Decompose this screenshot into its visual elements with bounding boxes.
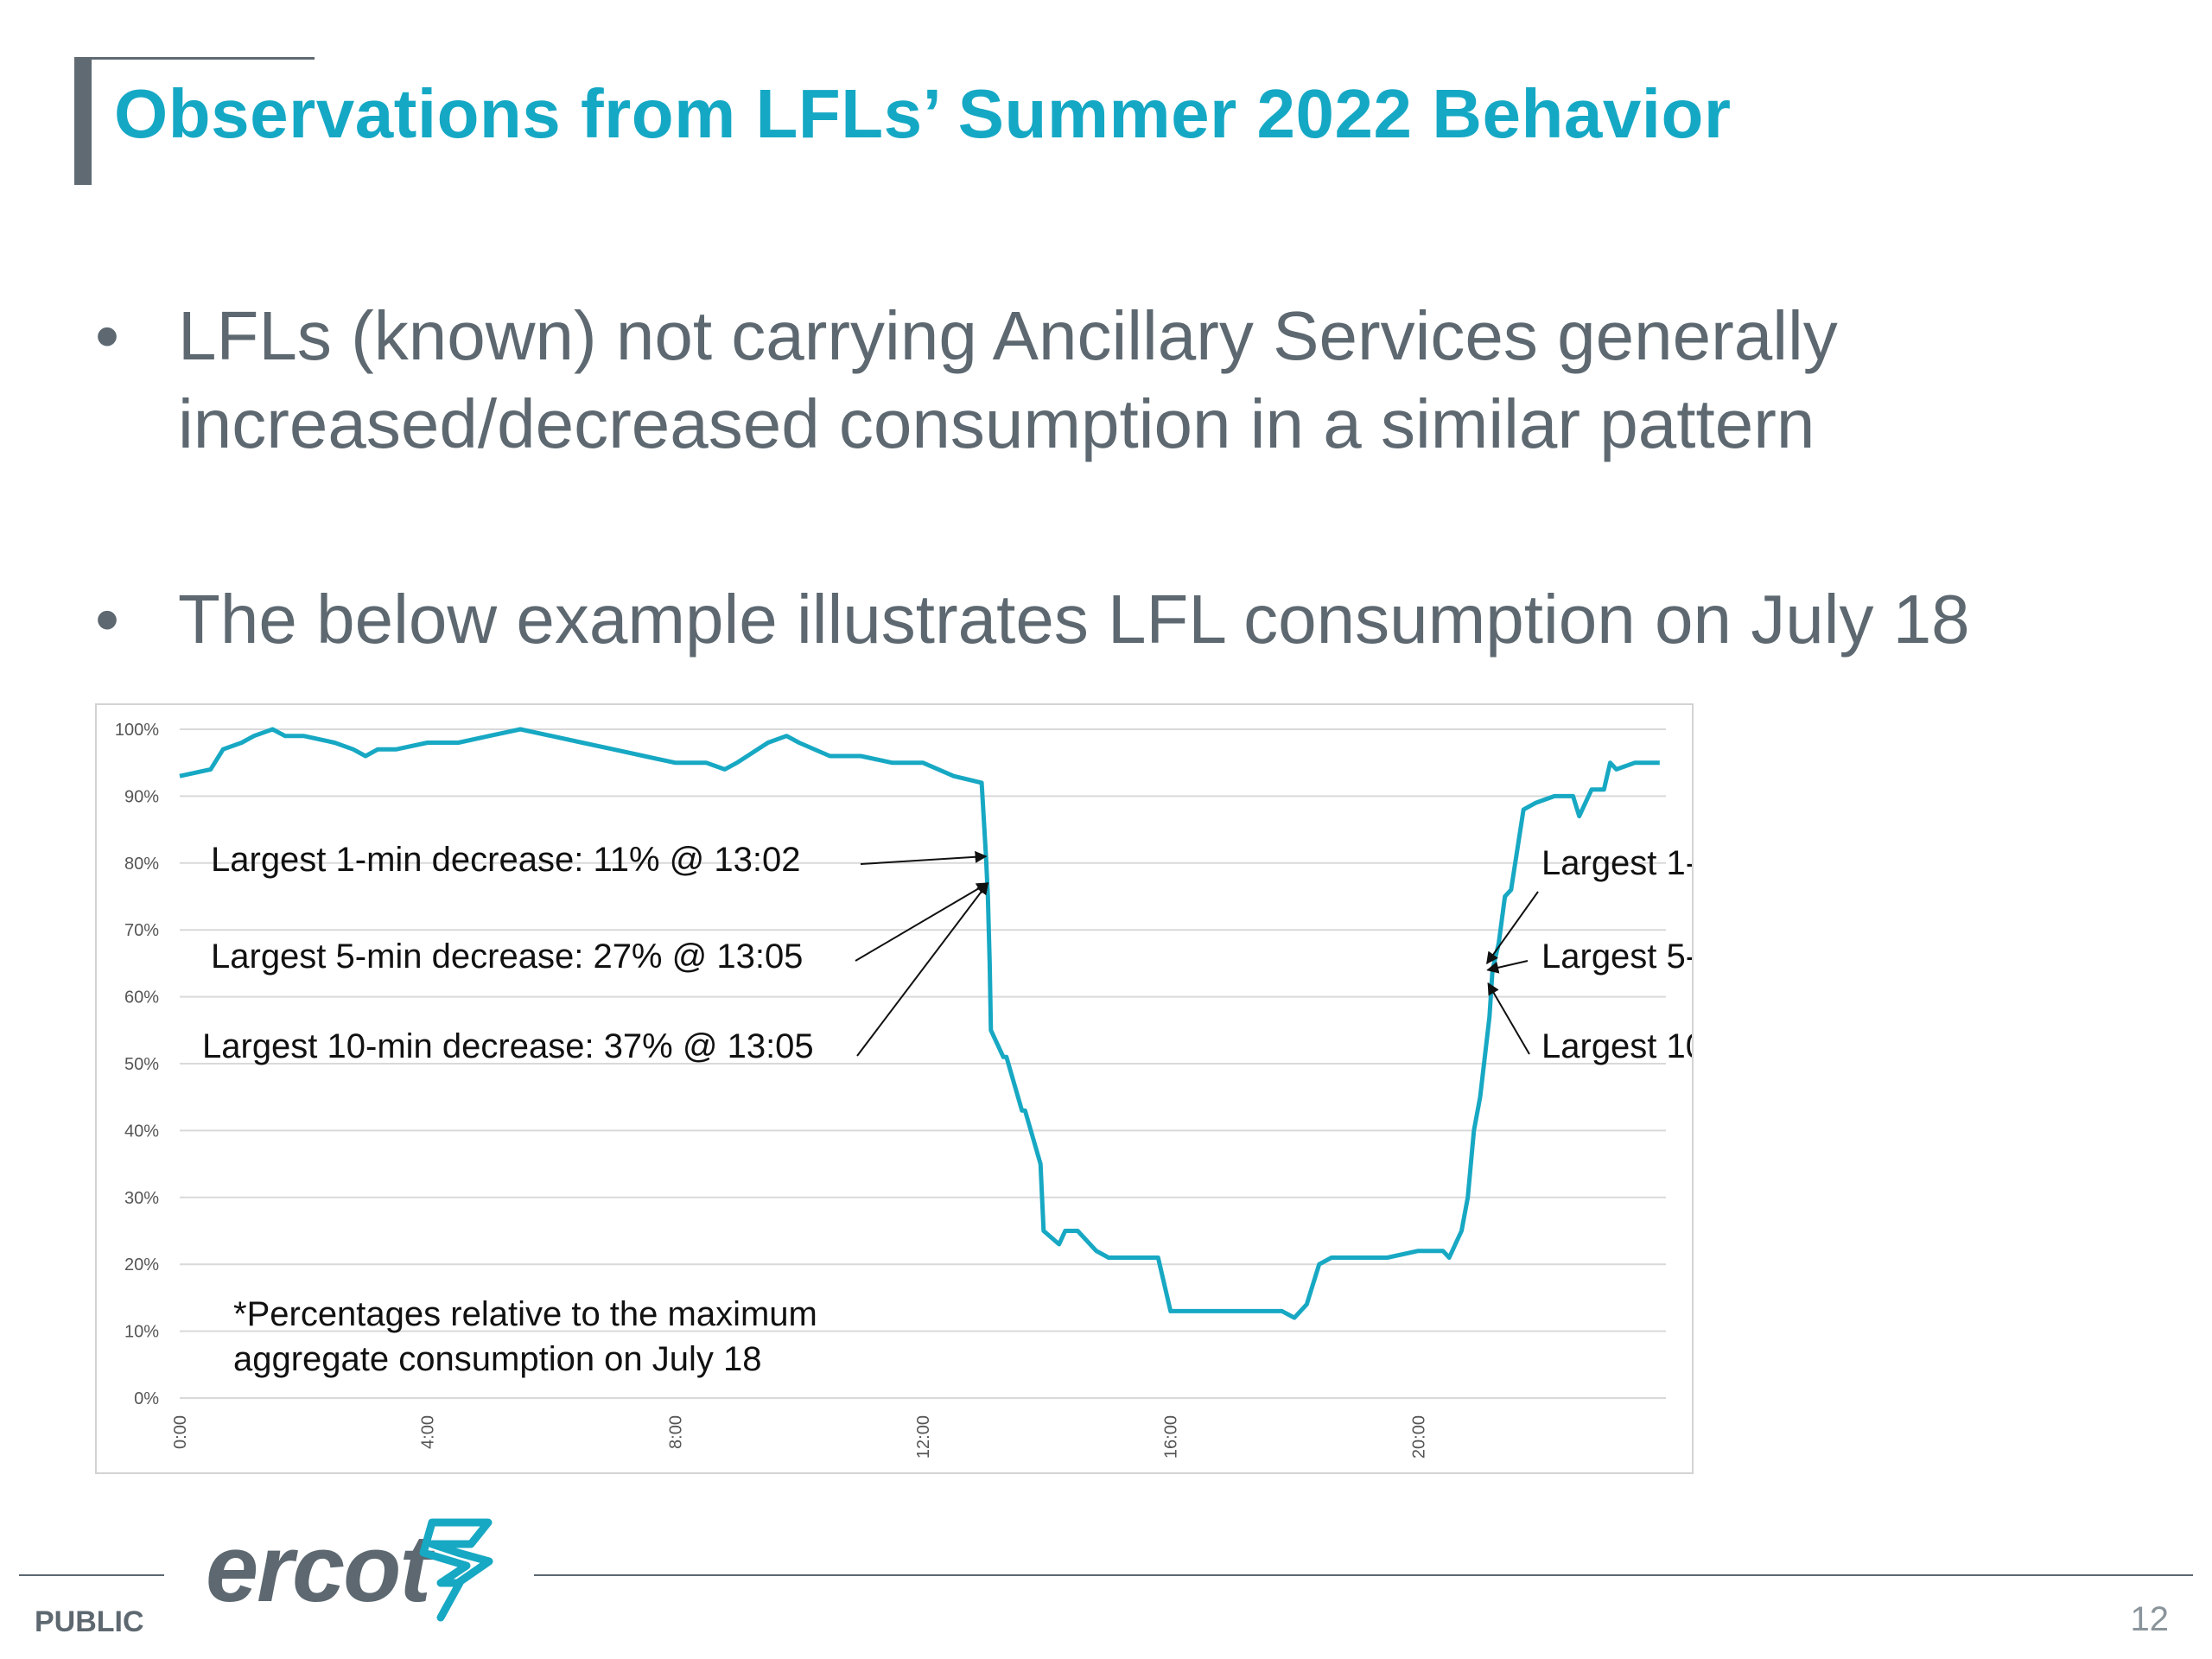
annotation-label: Largest 10-min decrease: 37% @ 13:05: [202, 1027, 814, 1065]
title-accent-rule: [74, 57, 315, 60]
bullet-marker: •: [95, 297, 120, 374]
chart-frame: 0% 10% 20% 30% 40% 50% 60% 70% 80% 90% 100% 0:00 4:0…: [95, 703, 1694, 1474]
annotation-arrow: [856, 881, 989, 1057]
ercot-logo-text: ercot: [206, 1516, 431, 1622]
footer-rule-right: [534, 1574, 2193, 1576]
y-tick-label: 70%: [124, 921, 159, 940]
annotation-label: Largest 1-min decrease: 11% @ 13:02: [211, 841, 800, 879]
annotation-arrow: [1486, 891, 1539, 965]
y-tick-label: 60%: [124, 988, 159, 1007]
annotation-label: Largest 5-min increase: 21% @ 21:12: [1541, 938, 1692, 976]
chart-footnote: aggregate consumption on July 18: [233, 1340, 762, 1378]
footer-rule-left: [19, 1574, 164, 1576]
ercot-logo-icon: [419, 1518, 493, 1622]
y-tick-label: 40%: [124, 1122, 159, 1141]
x-tick-label: 4:00: [419, 1415, 438, 1449]
x-tick-label: 16:00: [1162, 1415, 1181, 1459]
y-tick-label: 50%: [124, 1055, 159, 1074]
bullet-text: The below example illustrates LFL consum…: [178, 581, 1970, 658]
x-tick-label: 20:00: [1409, 1415, 1428, 1459]
title-accent-bar: [74, 57, 92, 185]
x-tick-label: 8:00: [666, 1415, 685, 1449]
bullet-marker: •: [95, 581, 120, 658]
y-tick-label: 0%: [134, 1389, 159, 1408]
bullet-item: • LFLs (known) not carrying Ancillary Se…: [95, 292, 2152, 468]
annotation-label: Largest 10-min increase: 30% @ 21:13: [1541, 1027, 1692, 1065]
y-tick-label: 100%: [115, 721, 159, 740]
annotation-arrow: [1486, 960, 1529, 974]
bullet-item: • The below example illustrates LFL cons…: [95, 575, 2152, 664]
page-number: 12: [2130, 1600, 2170, 1638]
consumption-line-chart: 0% 10% 20% 30% 40% 50% 60% 70% 80% 90% 100% 0:00 4:0…: [115, 721, 1692, 1459]
y-tick-label: 20%: [124, 1255, 159, 1274]
classification-label: PUBLIC: [35, 1605, 144, 1638]
y-tick-label: 10%: [124, 1323, 159, 1342]
y-tick-label: 80%: [124, 855, 159, 874]
annotation-label: Largest 5-min decrease: 27% @ 13:05: [211, 938, 803, 976]
y-tick-label: 30%: [124, 1189, 159, 1208]
x-tick-label: 0:00: [171, 1415, 190, 1449]
y-tick-label: 90%: [124, 787, 159, 806]
annotation-arrow: [860, 850, 988, 865]
annotation-label: Largest 1-min increase: 6% @ 21:11: [1541, 844, 1692, 882]
x-tick-label: 12:00: [914, 1415, 933, 1459]
bullet-text: LFLs (known) not carrying Ancillary Serv…: [178, 297, 1838, 462]
bullet-list: • LFLs (known) not carrying Ancillary Se…: [95, 292, 2152, 664]
annotation-arrow: [855, 882, 989, 962]
consumption-series-line: [179, 727, 1660, 1320]
slide-title: Observations from LFLs’ Summer 2022 Beha…: [114, 75, 1732, 152]
annotation-arrow: [1487, 982, 1530, 1055]
chart-footnote: *Percentages relative to the maximum: [233, 1295, 817, 1333]
